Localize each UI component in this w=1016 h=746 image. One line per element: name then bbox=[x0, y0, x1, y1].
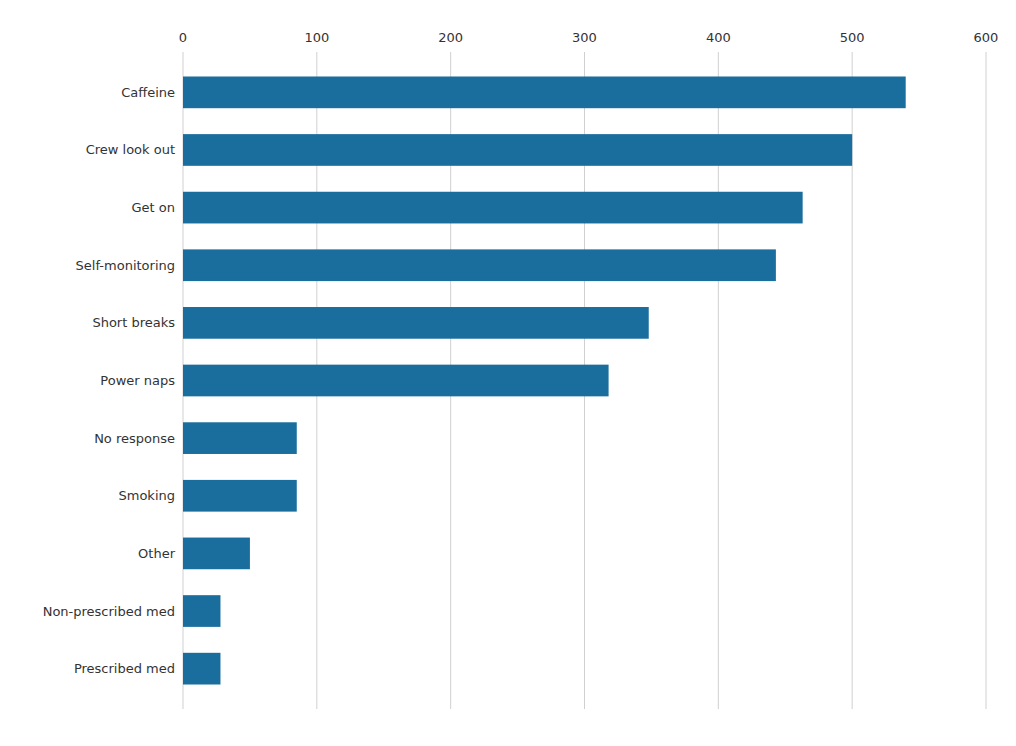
category-label: Prescribed med bbox=[74, 661, 175, 676]
bar bbox=[183, 480, 297, 512]
bar bbox=[183, 653, 220, 685]
x-tick-label: 300 bbox=[572, 30, 597, 45]
category-label: Non-prescribed med bbox=[43, 604, 175, 619]
grid-line bbox=[986, 52, 987, 709]
x-tick-label: 100 bbox=[304, 30, 329, 45]
category-label: Smoking bbox=[118, 488, 175, 503]
category-label: Self-monitoring bbox=[76, 258, 175, 273]
x-axis: 0 100 200 300 400 500 600 bbox=[179, 30, 999, 45]
category-label: Other bbox=[138, 546, 176, 561]
bar bbox=[183, 192, 803, 224]
bar bbox=[183, 249, 776, 281]
category-label: Caffeine bbox=[121, 85, 175, 100]
category-label: Power naps bbox=[100, 373, 175, 388]
bar bbox=[183, 538, 250, 570]
y-axis: Prescribed med Non-prescribed med Other Smo… bbox=[43, 85, 176, 676]
x-tick-label: 500 bbox=[840, 30, 865, 45]
chart-container: 0 100 200 300 400 500 600 Prescribed med Non-pre… bbox=[0, 0, 1016, 746]
x-tick-label: 400 bbox=[706, 30, 731, 45]
category-label: Short breaks bbox=[92, 315, 175, 330]
bars bbox=[183, 76, 906, 684]
chart-svg: 0 100 200 300 400 500 600 Prescribed med Non-pre… bbox=[0, 0, 1016, 746]
x-tick-label: 200 bbox=[438, 30, 463, 45]
grid bbox=[183, 52, 986, 709]
bar bbox=[183, 134, 852, 166]
category-label: Crew look out bbox=[86, 142, 175, 157]
bar bbox=[183, 595, 220, 627]
x-tick-label: 0 bbox=[179, 30, 187, 45]
bar bbox=[183, 365, 609, 397]
bar bbox=[183, 307, 649, 339]
category-label: Get on bbox=[132, 200, 176, 215]
bar bbox=[183, 422, 297, 454]
category-label: No response bbox=[94, 431, 175, 446]
x-tick-label: 600 bbox=[974, 30, 999, 45]
bar bbox=[183, 76, 906, 108]
